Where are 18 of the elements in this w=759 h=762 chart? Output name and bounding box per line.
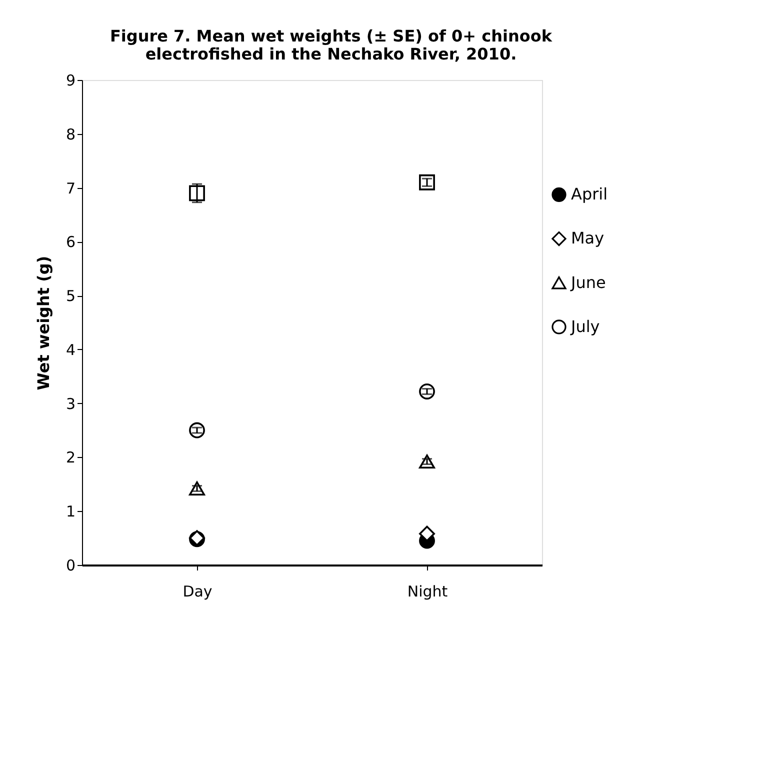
y-tick-label: 4 <box>66 340 76 359</box>
y-tick-label: 0 <box>66 556 76 574</box>
x-tick-label: Night <box>407 582 448 600</box>
y-axis-title: Wet weight (g) <box>34 256 53 390</box>
y-tick-label: 7 <box>66 179 76 198</box>
legend-label: July <box>570 316 600 336</box>
y-tick-label: 6 <box>66 233 76 252</box>
legend-label: May <box>571 228 604 248</box>
y-tick-label: 9 <box>66 72 76 90</box>
y-tick-label: 3 <box>66 394 76 413</box>
y-tick-label: 1 <box>66 502 76 521</box>
x-tick-label: Day <box>182 582 212 600</box>
y-tick-label: 2 <box>66 448 76 467</box>
y-tick-label: 5 <box>66 287 76 306</box>
legend-label: April <box>571 184 608 204</box>
y-tick-label: 8 <box>66 125 76 144</box>
chart-title: Figure 7. Mean wet weights (± SE) of 0+ chinook electrofished in the Nechako River, 2010. <box>110 26 552 64</box>
legend-label: June <box>570 272 606 292</box>
